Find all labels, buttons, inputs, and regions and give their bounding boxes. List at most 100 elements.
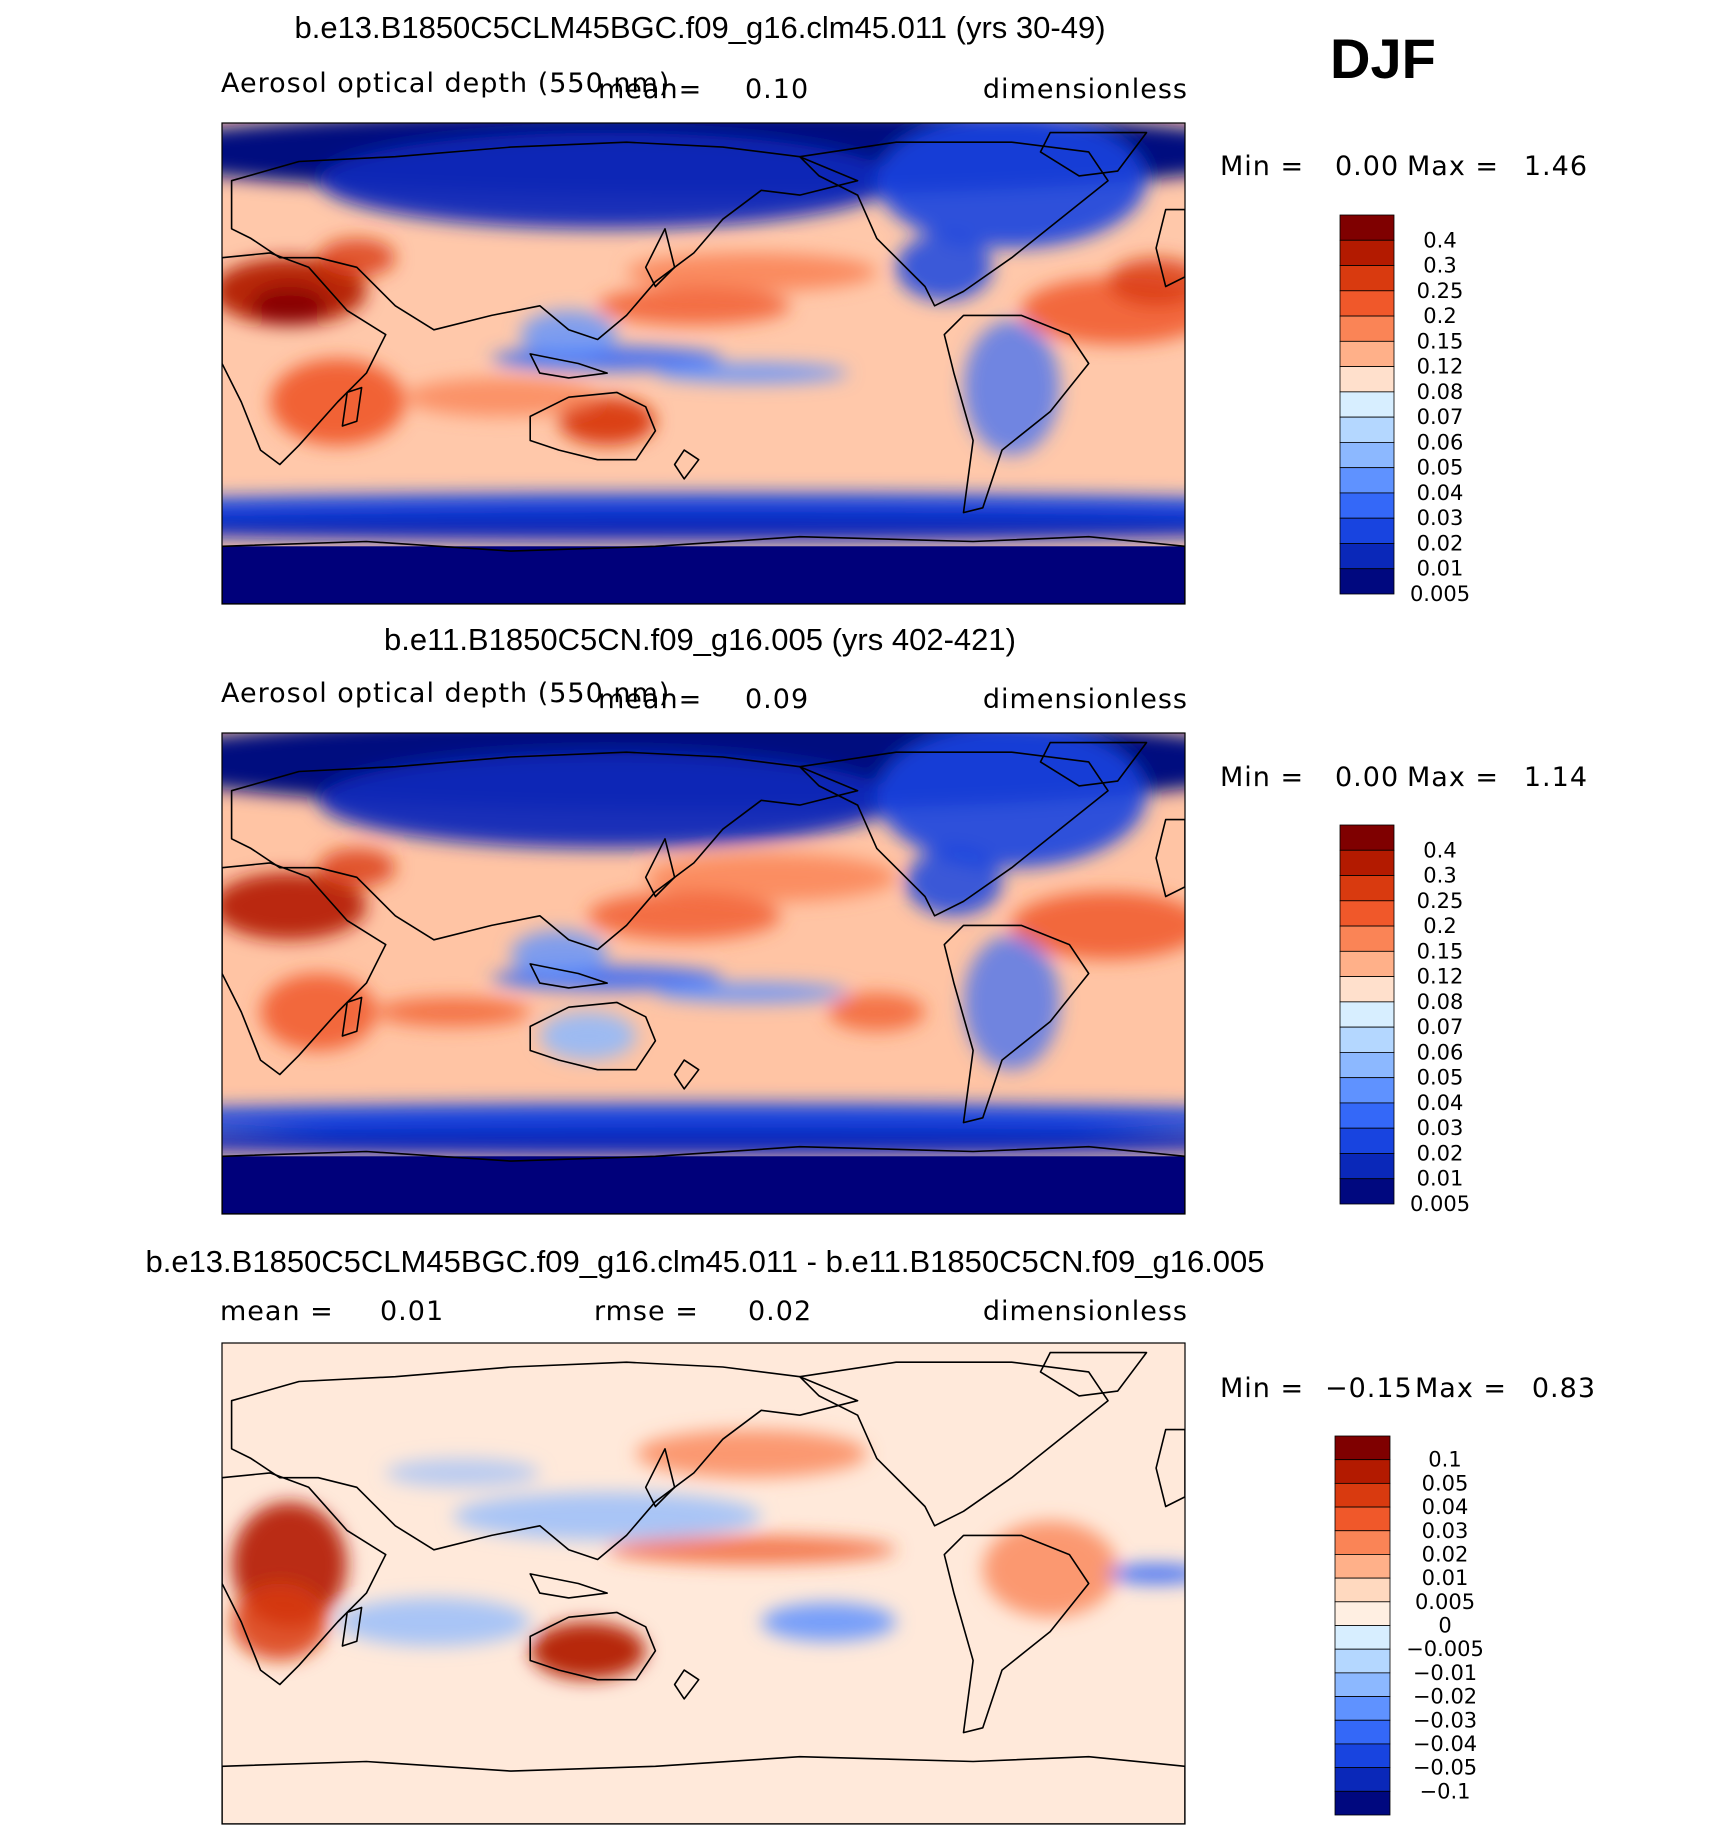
- aod-field-blob: [231, 1583, 328, 1661]
- panel-2-variable: Aerosol optical depth (550 nm): [221, 678, 670, 709]
- legend-label: 0.4: [1423, 838, 1456, 862]
- coastline-eurasia: [230, 1361, 859, 1561]
- aod-field-blob: [876, 123, 1147, 249]
- legend-swatch: [1334, 1696, 1391, 1721]
- panel-1-legend: 0.40.30.250.20.150.120.080.070.060.050.0…: [1339, 214, 1470, 606]
- aod-field-blob: [607, 1535, 897, 1565]
- panel-3-max-value: 0.83: [1532, 1373, 1596, 1404]
- panel-3-mean-value: 0.01: [380, 1296, 444, 1327]
- map-field: [222, 733, 1185, 1214]
- legend-swatch: [1339, 976, 1395, 1003]
- legend-swatch: [1339, 441, 1395, 469]
- panel-1-mean-value: 0.10: [745, 74, 809, 105]
- legend-swatch: [1339, 517, 1395, 544]
- aod-field-blob: [587, 891, 781, 940]
- aod-field-blob: [222, 1127, 1185, 1157]
- legend-swatch: [1339, 1102, 1395, 1129]
- legend-label: −0.05: [1413, 1756, 1477, 1780]
- panel-2-max-label: Max =: [1407, 762, 1499, 793]
- aod-field-blob: [655, 363, 848, 383]
- legend-label: 0.07: [1417, 405, 1464, 429]
- legend-label: 0.2: [1423, 914, 1456, 938]
- map-frame: [221, 1342, 1186, 1825]
- legend-swatch: [1334, 1790, 1391, 1816]
- aod-field-blob: [222, 1103, 1185, 1133]
- coastline-greenland: [1039, 1351, 1148, 1397]
- legend-label: 0.15: [1417, 329, 1464, 353]
- legend-label: 0.03: [1417, 506, 1464, 530]
- coastlines: [222, 1351, 1185, 1824]
- legend-label: −0.03: [1413, 1708, 1477, 1732]
- legend-label: 0.005: [1410, 582, 1470, 606]
- coastline-namerica: [798, 1361, 1109, 1527]
- panel-3-min-label: Min =: [1220, 1373, 1304, 1404]
- coastline-greenland: [1039, 131, 1148, 177]
- legend-label: 0.3: [1423, 254, 1456, 278]
- panel-3-title: b.e13.B1850C5CLM45BGC.f09_g16.clm45.011 …: [145, 1244, 1264, 1279]
- legend-label: 0.06: [1417, 1040, 1464, 1064]
- legend-swatch: [1339, 1052, 1395, 1079]
- legend-label: 0.02: [1417, 1141, 1464, 1165]
- coastline-samerica: [943, 1534, 1090, 1734]
- legend-swatch: [1339, 290, 1395, 317]
- legend-swatch: [1339, 824, 1395, 851]
- panel-2-map: [221, 732, 1186, 1215]
- legend-label: −0.01: [1413, 1661, 1477, 1685]
- panel-1-mean-label: mean=: [598, 74, 702, 105]
- panel-3-max-label: Max =: [1415, 1373, 1507, 1404]
- legend-swatch: [1334, 1767, 1391, 1792]
- aod-field-blob: [963, 320, 1060, 455]
- legend-swatch: [1334, 1719, 1391, 1745]
- coastline-madagascar: [341, 996, 363, 1037]
- map-frame: [221, 732, 1186, 1215]
- coastline-australia: [529, 391, 657, 461]
- legend-swatch: [1339, 875, 1395, 902]
- panel-1-map: [221, 122, 1186, 605]
- legend-swatch: [1339, 315, 1395, 342]
- aod-field-blob: [318, 848, 396, 887]
- panel-3-rmse-label: rmse =: [594, 1296, 699, 1327]
- coastlines: [222, 131, 1185, 604]
- legend-label: 0.25: [1417, 889, 1464, 913]
- legend-swatch: [1334, 1435, 1391, 1461]
- legend-swatch: [1339, 239, 1395, 266]
- aod-field-blob: [250, 286, 328, 326]
- coastline-japan: [644, 837, 676, 898]
- aod-field-blob: [318, 752, 897, 849]
- coastline-nz: [673, 1059, 700, 1090]
- aod-field-blob: [520, 310, 617, 359]
- legend-swatch: [1334, 1743, 1391, 1769]
- legend-swatch: [1339, 568, 1395, 595]
- aod-field-blob: [376, 997, 531, 1027]
- coastline-japan: [644, 228, 676, 288]
- aod-field-blob: [559, 397, 656, 446]
- legend-label: 0.01: [1417, 1167, 1464, 1191]
- legend-swatch: [1339, 1127, 1395, 1154]
- legend-label: 0.02: [1422, 1542, 1469, 1566]
- legend-swatch: [1334, 1625, 1391, 1650]
- aod-field-blob: [385, 1458, 540, 1488]
- coastlines: [222, 741, 1185, 1214]
- legend-label: 0.04: [1422, 1495, 1469, 1519]
- legend-swatch: [1339, 467, 1395, 494]
- aod-field-blob: [1107, 1564, 1185, 1584]
- legend-swatch: [1334, 1672, 1391, 1697]
- aod-field-blob: [896, 233, 993, 301]
- panel-2-min-value: 0.00: [1335, 762, 1399, 793]
- panel-1-max-label: Max =: [1407, 151, 1499, 182]
- legend-label: −0.005: [1406, 1637, 1484, 1661]
- legend-label: 0.15: [1417, 939, 1464, 963]
- legend-label: 0.08: [1417, 380, 1464, 404]
- legend-swatch: [1339, 1178, 1395, 1205]
- coastline-samerica: [943, 924, 1090, 1124]
- panel-1-units: dimensionless: [983, 74, 1188, 105]
- legend-swatch: [1334, 1506, 1391, 1532]
- legend-label: 0.05: [1417, 456, 1464, 480]
- coastline-europe_w: [1155, 818, 1185, 898]
- legend-swatch: [1339, 416, 1395, 443]
- legend-label: 0.04: [1417, 1091, 1464, 1115]
- legend-swatch: [1334, 1482, 1391, 1508]
- coastline-australia: [529, 1001, 657, 1071]
- panel-3-min-value: −0.15: [1325, 1373, 1413, 1404]
